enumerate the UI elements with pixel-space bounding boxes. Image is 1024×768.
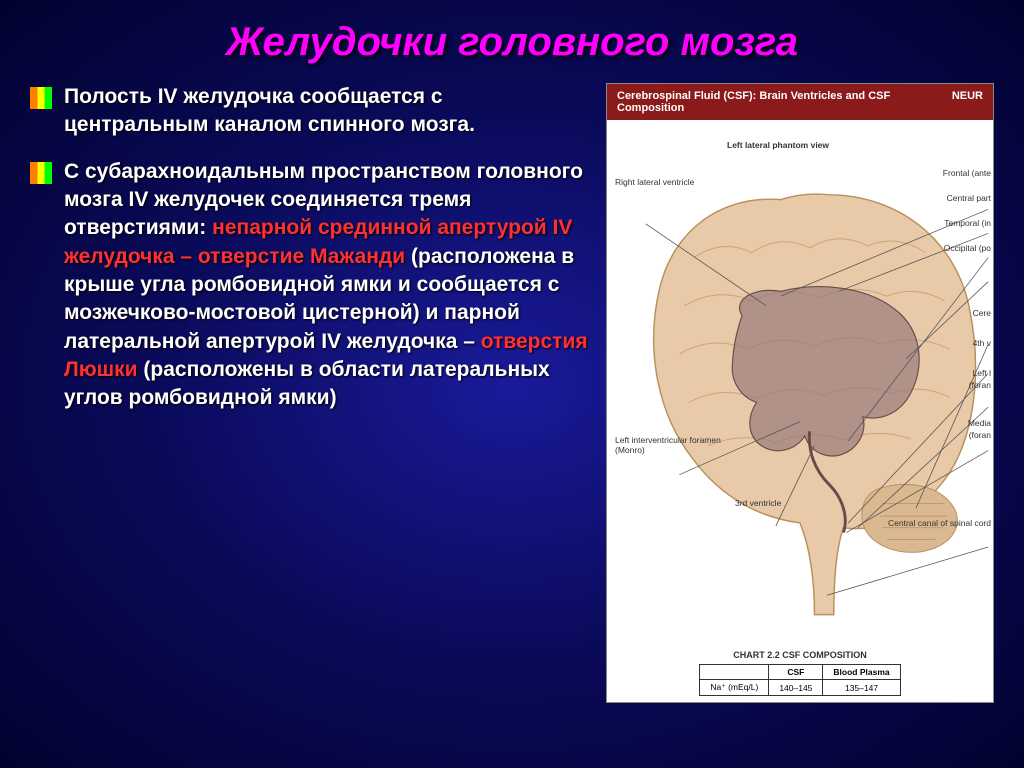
figure-label: Central canal of spinal cord [888,518,991,528]
figure-label: Central part [947,193,991,203]
figure-header: Cerebrospinal Fluid (CSF): Brain Ventric… [607,84,993,120]
text-run: Полость IV желудочка сообщается с центра… [64,85,475,136]
bullet-text: Полость IV желудочка сообщается с центра… [64,83,590,140]
figure-label: (foran [969,380,991,390]
figure-label: Left l [973,368,991,378]
table-cell: 135–147 [823,680,900,696]
figure-label: Right lateral ventricle [615,177,694,187]
text-run: (расположены в области латеральных углов… [64,358,550,409]
bullet-text: С субарахноидальным пространством головн… [64,158,590,413]
bullet-item: Полость IV желудочка сообщается с центра… [30,83,590,140]
content-row: Полость IV желудочка сообщается с центра… [30,83,994,703]
table-row: CSF Blood Plasma [700,665,900,680]
figure-label: Left interventricular foramen (Monro) [615,435,725,455]
figure-header-right: NEUR [952,90,983,114]
figure-header-left: Cerebrospinal Fluid (CSF): Brain Ventric… [617,90,952,114]
figure-label: (foran [969,430,991,440]
figure-label: 4th v [973,338,991,348]
table-header [700,665,769,680]
figure-label: Cere [973,308,991,318]
brain-svg [607,120,993,646]
bullet-item: С субарахноидальным пространством головн… [30,158,590,413]
table-header: CSF [769,665,823,680]
chart-caption: CHART 2.2 CSF COMPOSITION [607,646,993,664]
csf-table: CSF Blood Plasma Na⁺ (mEq/L) 140–145 135… [699,664,900,696]
table-row: Na⁺ (mEq/L) 140–145 135–147 [700,680,900,696]
leader [827,547,988,595]
bullet-icon [30,162,52,184]
table-cell: Na⁺ (mEq/L) [700,680,769,696]
slide-title: Желудочки головного мозга [30,20,994,65]
figure-label: Occipital (po [944,243,991,253]
figure-label: 3rd ventricle [735,498,781,508]
figure-label: Frontal (ante [943,168,991,178]
bullet-icon [30,87,52,109]
table-header: Blood Plasma [823,665,900,680]
figure-label: Temporal (in [944,218,991,228]
brain-diagram: Left lateral phantom view [607,120,993,646]
text-column: Полость IV желудочка сообщается с центра… [30,83,590,703]
figure-label: Media [968,418,991,428]
figure-panel: Cerebrospinal Fluid (CSF): Brain Ventric… [606,83,994,703]
table-cell: 140–145 [769,680,823,696]
view-note: Left lateral phantom view [727,140,829,150]
